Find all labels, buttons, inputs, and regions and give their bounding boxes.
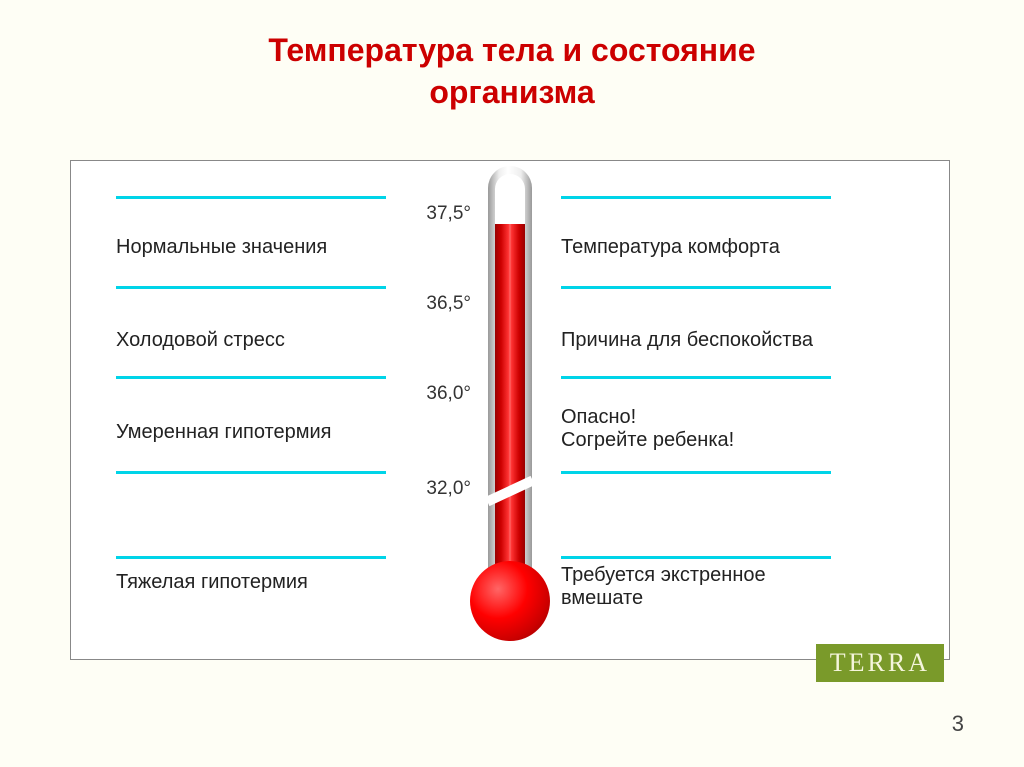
label-severe-hypothermia: Тяжелая гипотермия bbox=[116, 571, 396, 594]
label-cold-stress: Холодовой стресс bbox=[116, 329, 396, 352]
divider-line bbox=[116, 556, 386, 559]
temp-value-4: 32,0° bbox=[411, 478, 471, 500]
divider-line bbox=[561, 376, 831, 379]
danger-line-1: Опасно! bbox=[561, 406, 636, 428]
label-danger: Опасно! Согрейте ребенка! bbox=[561, 406, 911, 452]
danger-line-2: Согрейте ребенка! bbox=[561, 429, 734, 451]
page-number: 3 bbox=[952, 711, 964, 737]
divider-line bbox=[116, 376, 386, 379]
title-line-2: организма bbox=[429, 74, 594, 110]
label-moderate-hypothermia: Умеренная гипотермия bbox=[116, 421, 396, 444]
divider-line bbox=[561, 196, 831, 199]
label-emergency: Требуется экстренное вмешате bbox=[561, 564, 911, 610]
emergency-line-1: Требуется экстренное bbox=[561, 564, 766, 586]
divider-line bbox=[116, 286, 386, 289]
temp-value-1: 37,5° bbox=[411, 203, 471, 225]
thermometer-diagram: 37,5° 36,5° 36,0° 32,0° Нормальные значе… bbox=[70, 160, 950, 660]
label-comfort: Температура комфорта bbox=[561, 236, 911, 259]
terra-badge: TERRA bbox=[816, 644, 944, 682]
title-line-1: Температура тела и состояние bbox=[268, 32, 755, 68]
divider-line bbox=[116, 196, 386, 199]
label-concern: Причина для беспокойства bbox=[561, 329, 911, 352]
temp-value-3: 36,0° bbox=[411, 383, 471, 405]
divider-line bbox=[561, 471, 831, 474]
emergency-line-2: вмешате bbox=[561, 587, 643, 609]
label-normal: Нормальные значения bbox=[116, 236, 396, 259]
divider-line bbox=[116, 471, 386, 474]
temp-value-2: 36,5° bbox=[411, 293, 471, 315]
divider-line bbox=[561, 556, 831, 559]
divider-line bbox=[561, 286, 831, 289]
page-title: Температура тела и состояние организма bbox=[0, 0, 1024, 113]
